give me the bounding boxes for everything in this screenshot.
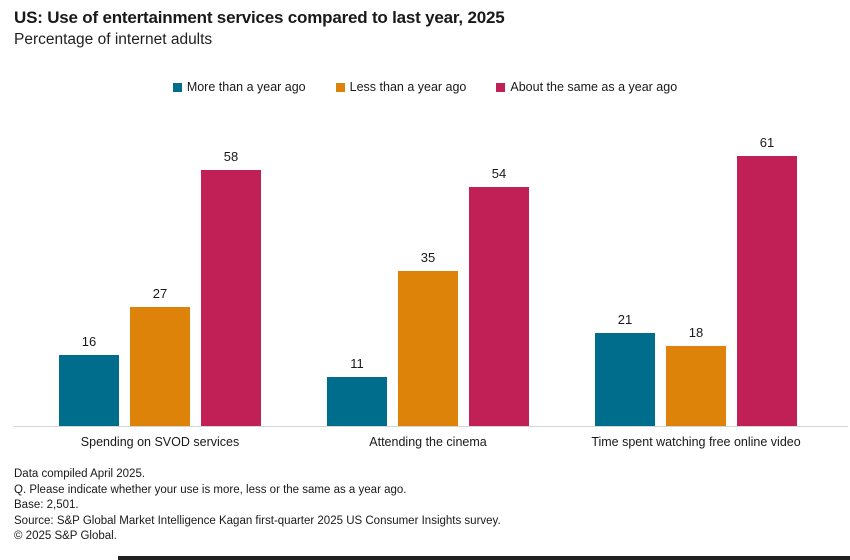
bar — [469, 187, 529, 426]
bar-value-label: 27 — [152, 286, 168, 301]
legend-label: More than a year ago — [186, 80, 306, 94]
legend-swatch-icon — [172, 82, 182, 92]
bar-value-label: 21 — [617, 312, 633, 327]
footer-line-0: Data compiled April 2025. — [14, 468, 146, 480]
footer-line-2: Base: 2,501. — [14, 499, 79, 511]
legend-item-2: About the same as a year ago — [496, 80, 677, 94]
bar — [130, 307, 190, 426]
legend-swatch-icon — [496, 82, 506, 92]
bar-value-label: 18 — [688, 325, 704, 340]
bottom-brand-rule — [118, 556, 850, 560]
footer-line-4: © 2025 S&P Global. — [14, 530, 117, 542]
category-label: Attending the cinema — [369, 435, 487, 449]
bar-value-label: 61 — [759, 135, 775, 150]
category-label: Spending on SVOD services — [80, 435, 240, 449]
legend-swatch-icon — [335, 82, 345, 92]
bar-value-label: 58 — [223, 149, 239, 164]
bar-value-label: 11 — [350, 356, 364, 371]
legend-item-0: More than a year ago — [172, 80, 306, 94]
category-label: Time spent watching free online video — [591, 435, 801, 449]
bar — [201, 170, 261, 426]
chart-legend: More than a year ago Less than a year ago… — [0, 80, 850, 94]
bar-value-label: 16 — [81, 334, 97, 349]
x-axis-line — [14, 426, 848, 427]
bar — [666, 346, 726, 426]
chart-subtitle: Percentage of internet adults — [14, 31, 213, 48]
bar — [595, 333, 655, 426]
legend-label: Less than a year ago — [349, 80, 467, 94]
bar — [59, 355, 119, 426]
bar-value-label: 35 — [420, 250, 436, 265]
legend-item-1: Less than a year ago — [335, 80, 467, 94]
footer-line-3: Source: S&P Global Market Intelligence K… — [14, 514, 501, 527]
bar — [737, 156, 797, 426]
legend-label: About the same as a year ago — [510, 80, 678, 94]
bar — [398, 271, 458, 426]
footer-notes: Data compiled April 2025. Q. Please indic… — [14, 467, 501, 545]
bar-value-label: 54 — [491, 166, 507, 181]
bar — [327, 377, 387, 426]
chart-title: US: Use of entertainment services compar… — [14, 8, 505, 27]
footer-line-1: Q. Please indicate whether your use is m… — [14, 483, 407, 496]
